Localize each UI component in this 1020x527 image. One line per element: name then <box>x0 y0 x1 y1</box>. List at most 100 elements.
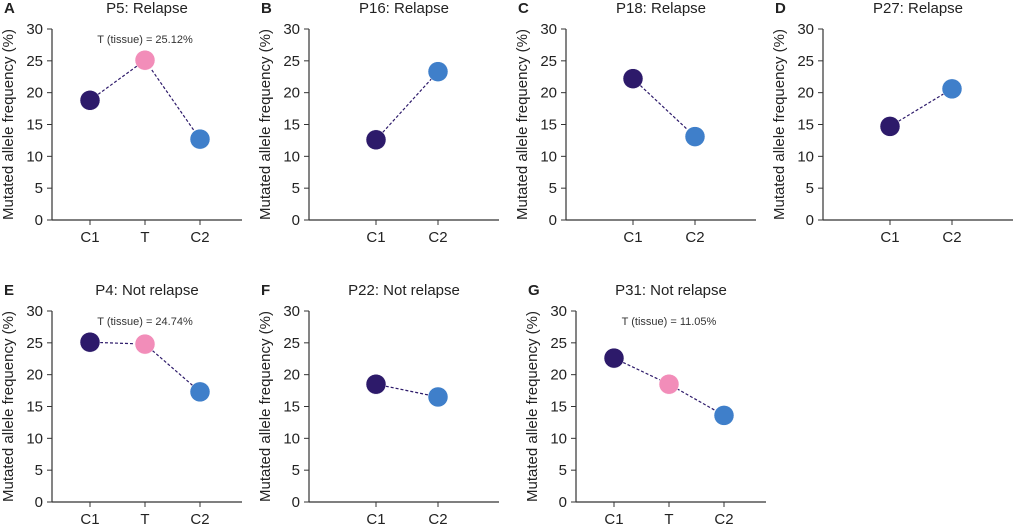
y-tick-label: 30 <box>283 303 300 320</box>
y-tick-label: 30 <box>797 21 814 38</box>
y-axis-label: Mutated allele frequency (%) <box>0 29 17 220</box>
tissue-annotation: T (tissue) = 11.05% <box>622 316 717 328</box>
x-tick-label: C2 <box>714 511 733 527</box>
x-tick-label: T <box>140 511 149 527</box>
y-tick-label: 0 <box>292 494 300 511</box>
x-tick-label: T <box>664 511 673 527</box>
y-tick-label: 20 <box>797 85 814 102</box>
y-tick-label: 0 <box>35 494 43 511</box>
y-tick-label: 5 <box>292 180 300 197</box>
y-tick-label: 15 <box>550 399 567 416</box>
y-tick-label: 5 <box>292 462 300 479</box>
panel-letter: C <box>518 0 529 17</box>
panel-title: P16: Relapse <box>359 0 449 17</box>
y-tick-label: 0 <box>292 212 300 229</box>
y-tick-label: 10 <box>540 148 557 165</box>
panel-letter: F <box>261 282 270 299</box>
panel-title: P4: Not relapse <box>95 282 198 299</box>
y-tick-label: 15 <box>26 399 43 416</box>
y-tick-label: 30 <box>550 303 567 320</box>
y-tick-label: 5 <box>559 462 567 479</box>
panel-c: C P18: Relapse Mutated allele frequency (%… <box>514 0 756 246</box>
y-tick-label: 25 <box>540 53 557 70</box>
panel-letter: D <box>775 0 786 17</box>
panel-e: E P4: Not relapse Mutated allele frequency… <box>0 282 242 527</box>
panel-title: P27: Relapse <box>873 0 963 17</box>
tissue-annotation: T (tissue) = 24.74% <box>97 316 193 328</box>
series-line <box>375 383 439 398</box>
panel-title: P5: Relapse <box>106 0 188 17</box>
y-axis-label: Mutated allele frequency (%) <box>257 29 274 220</box>
y-axis-label: Mutated allele frequency (%) <box>0 311 17 502</box>
y-tick-label: 15 <box>26 117 43 134</box>
panel-letter: B <box>261 0 272 17</box>
y-axis-label: Mutated allele frequency (%) <box>514 29 531 220</box>
y-tick-label: 15 <box>283 117 300 134</box>
x-tick-label: C1 <box>604 511 623 527</box>
y-tick-label: 0 <box>549 212 557 229</box>
y-tick-label: 25 <box>26 53 43 70</box>
x-tick-label: C1 <box>366 229 385 246</box>
panel-d: D P27: Relapse Mutated allele frequency (%… <box>771 0 1013 246</box>
y-tick-label: 20 <box>283 85 300 102</box>
data-point-c2 <box>713 405 735 426</box>
x-tick-label: C2 <box>190 511 209 527</box>
data-point-c2 <box>684 126 706 147</box>
y-axis-label: Mutated allele frequency (%) <box>771 29 788 220</box>
x-tick-label: C1 <box>80 229 99 246</box>
panel-g: G P31: Not relapse Mutated allele frequenc… <box>524 282 766 527</box>
data-point-t <box>134 333 156 355</box>
y-tick-label: 30 <box>26 21 43 38</box>
data-point-c2 <box>427 386 449 408</box>
x-tick-label: C2 <box>428 511 447 527</box>
series-line <box>632 78 696 138</box>
x-tick-label: C1 <box>80 511 99 527</box>
y-tick-label: 15 <box>283 399 300 416</box>
x-tick-label: C2 <box>942 229 961 246</box>
y-axis-label: Mutated allele frequency (%) <box>257 311 274 502</box>
series-line <box>889 88 953 127</box>
panel-letter: A <box>4 0 15 17</box>
x-tick-label: C2 <box>428 229 447 246</box>
y-tick-label: 20 <box>26 367 43 384</box>
series-line <box>89 59 201 140</box>
y-tick-label: 25 <box>797 53 814 70</box>
x-tick-label: C2 <box>190 229 209 246</box>
y-tick-label: 5 <box>549 180 557 197</box>
data-point-t <box>134 49 156 71</box>
y-tick-label: 0 <box>559 494 567 511</box>
y-tick-label: 25 <box>26 335 43 352</box>
y-axis-label: Mutated allele frequency (%) <box>524 311 541 502</box>
data-point-c1 <box>603 347 625 369</box>
y-tick-label: 20 <box>283 367 300 384</box>
data-point-c2 <box>941 78 963 100</box>
data-point-c1 <box>622 68 644 89</box>
data-point-c2 <box>427 61 449 82</box>
y-tick-label: 15 <box>797 117 814 134</box>
y-tick-label: 10 <box>797 148 814 165</box>
y-tick-label: 15 <box>540 117 557 134</box>
data-point-c2 <box>189 128 211 150</box>
data-point-c1 <box>79 331 101 353</box>
x-tick-label: C1 <box>880 229 899 246</box>
panel-b: B P16: Relapse Mutated allele frequency (%… <box>257 0 499 246</box>
y-tick-label: 5 <box>35 462 43 479</box>
x-tick-label: C1 <box>623 229 642 246</box>
y-tick-label: 25 <box>550 335 567 352</box>
y-tick-label: 10 <box>26 430 43 447</box>
y-tick-label: 10 <box>26 148 43 165</box>
y-tick-label: 10 <box>283 430 300 447</box>
data-point-c1 <box>365 129 387 151</box>
y-tick-label: 30 <box>283 21 300 38</box>
y-tick-label: 25 <box>283 335 300 352</box>
x-tick-label: C1 <box>366 511 385 527</box>
data-point-c2 <box>189 381 211 403</box>
x-tick-label: T <box>140 229 149 246</box>
panel-letter: G <box>528 282 540 299</box>
series-line <box>375 71 439 141</box>
panel-letter: E <box>4 282 14 299</box>
data-point-c1 <box>365 373 387 395</box>
y-tick-label: 5 <box>806 180 814 197</box>
panel-title: P18: Relapse <box>616 0 706 17</box>
y-tick-label: 0 <box>806 212 814 229</box>
